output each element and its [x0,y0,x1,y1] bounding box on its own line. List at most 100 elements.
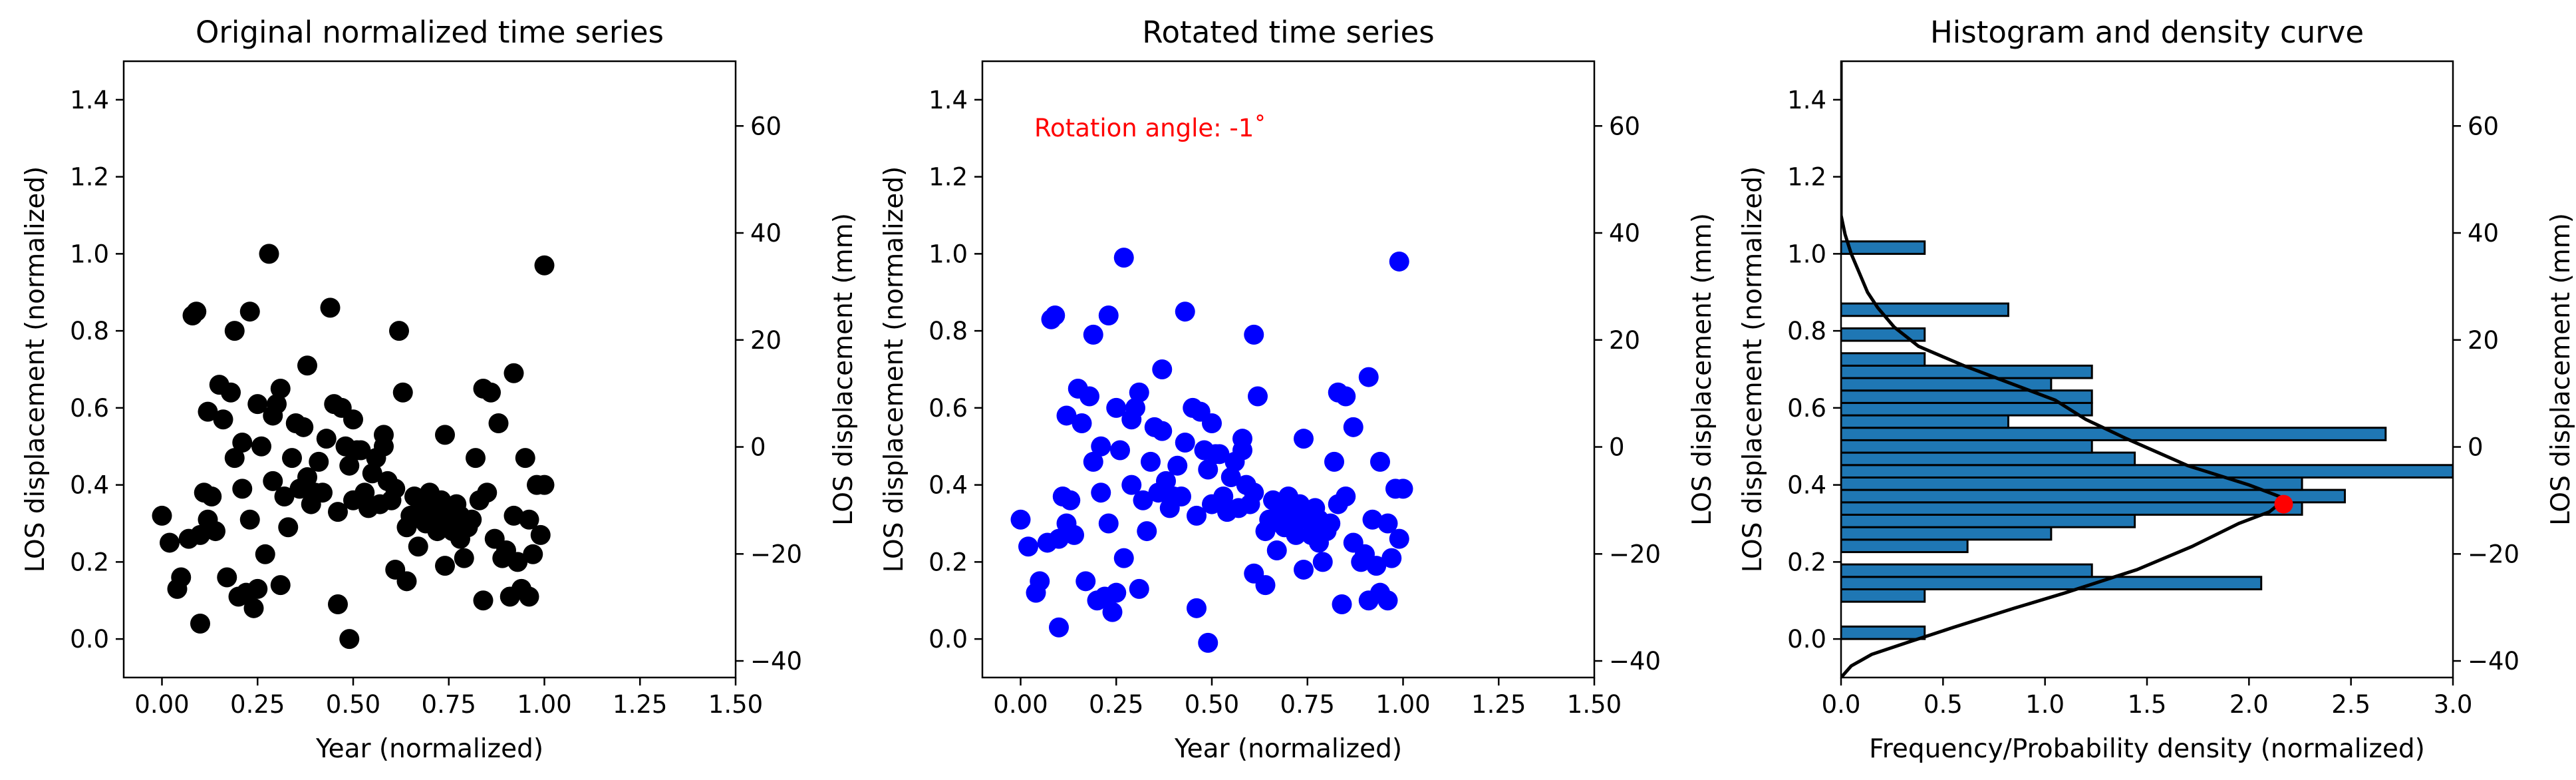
data-point [1106,397,1127,418]
data-point [355,483,375,503]
x-tick-label: 1.25 [1471,690,1526,719]
histogram-bar [1841,625,1926,640]
x-tick-label: 0.75 [422,690,476,719]
data-point [503,505,524,526]
data-point [293,417,314,437]
data-point [1010,509,1031,530]
data-point [1198,632,1218,653]
histogram-bar [1841,588,1926,603]
x-tick-label: 1.50 [1567,690,1622,719]
data-point [328,502,348,522]
histogram-bar [1841,352,1926,367]
y-tick-label: 0.2 [1787,548,1826,576]
data-point [435,556,455,576]
data-point [1381,548,1402,568]
y2-axis-label: LOS displacement (mm) [2546,213,2576,526]
y-axis-left: 0.0 0.2 0.4 0.6 0.8 1.0 1.2 1.4 [70,86,124,654]
data-point [1091,483,1111,503]
plot-area [981,60,1596,679]
y-tick-label: 0.4 [70,471,109,500]
data-point [534,255,555,276]
histogram-bar [1841,327,1926,342]
y2-tick-label: 40 [1609,219,1640,248]
data-point [190,524,210,545]
data-point [339,629,360,650]
data-point [1091,436,1111,457]
data-point [297,467,317,488]
data-point [278,517,299,538]
x-axis: 0.0 0.5 1.0 1.5 2.0 2.5 3.0 [1822,678,2472,719]
data-point [232,432,253,453]
data-point [1244,324,1264,345]
y-axis-left: 0.0 0.2 0.4 0.6 0.8 1.0 1.2 1.4 [1787,86,1841,654]
histogram-bar [1841,414,2009,429]
histogram-bar [1841,576,2263,590]
data-point [1290,494,1310,514]
y2-tick-label: 20 [2468,326,2499,355]
data-point [152,505,172,526]
y-tick-label: 0.8 [1787,317,1826,345]
data-point [1220,467,1241,488]
x-tick-label: 1.0 [2025,690,2065,719]
chart-title: Original normalized time series [196,15,664,50]
histogram-bar [1841,401,2093,417]
y2-tick-label: 0 [2468,433,2484,462]
x-tick-label: 1.50 [708,690,763,719]
data-point [274,486,295,506]
x-tick-label: 0.25 [1089,690,1143,719]
x-tick-label: 1.00 [517,690,571,719]
data-point [1030,571,1050,592]
data-point [217,567,237,588]
data-point [1244,483,1264,503]
y-tick-label: 1.2 [70,163,109,192]
data-point [1079,386,1099,407]
x-axis-label: Year (normalized) [1174,734,1402,764]
data-point [488,413,509,434]
y-axis-right: −40 −20 0 20 40 60 [2453,112,2519,676]
data-point [1202,413,1222,434]
data-point [1113,548,1134,568]
y-axis-label: LOS displacement (normalized) [21,166,51,573]
y-tick-label: 0.2 [70,548,109,576]
data-point [454,548,474,568]
data-point [1060,490,1081,510]
data-point [160,532,180,553]
data-point [481,382,501,403]
data-point [316,429,337,449]
y-tick-label: 1.0 [929,240,968,268]
histogram-bar [1841,526,2053,541]
data-point [1209,444,1230,465]
data-point [1171,486,1191,506]
data-point [198,401,218,422]
data-point [263,471,283,491]
data-point [1049,528,1069,549]
density-curve [1841,61,2287,678]
data-point [1083,451,1103,472]
data-point [313,483,333,503]
histogram-bar [1841,451,2136,467]
histogram-bar [1841,377,2053,392]
data-point [1320,513,1341,534]
data-point [1175,301,1195,322]
axes-frame [981,60,1596,679]
y2-tick-label: 60 [2468,112,2499,140]
y2-axis-label: LOS displacement (mm) [1687,213,1717,526]
data-point [309,451,329,472]
data-point [431,490,452,510]
data-point [362,463,382,484]
data-point [1098,305,1119,325]
data-point [1343,417,1363,437]
data-point [1129,578,1149,599]
data-point [427,521,448,542]
data-point [213,409,233,430]
x-axis-label: Year (normalized) [315,734,543,764]
chart-panel-2: 0.00 0.25 0.50 0.75 1.00 1.25 1.500.00.20.40.6… [879,15,1717,764]
data-point [1198,459,1218,480]
data-point [1121,475,1142,495]
data-point [239,301,260,322]
y-tick-label: 1.2 [1787,163,1826,192]
data-point [435,425,455,445]
axes-frame [122,60,737,679]
y-axis-label: LOS displacement (normalized) [1738,166,1768,573]
data-point [339,455,360,476]
